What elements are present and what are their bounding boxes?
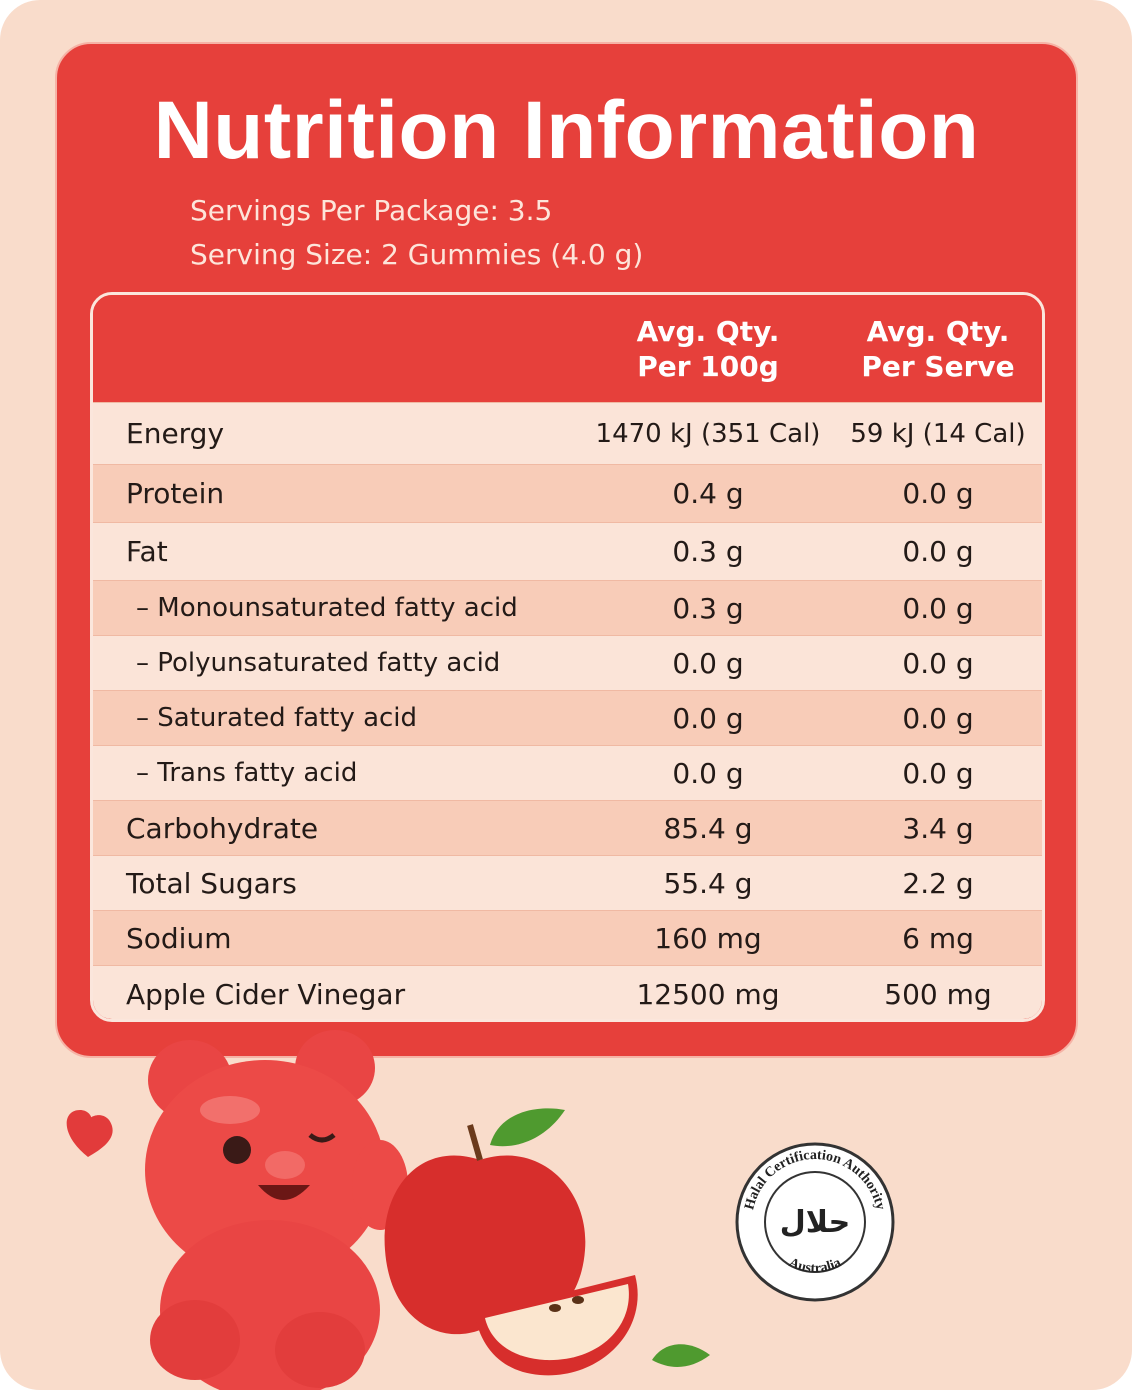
column-header: Avg. Qty. Per Serve: [861, 314, 1015, 383]
heart: [66, 1110, 113, 1157]
value-cell: 0.0 g: [672, 756, 744, 790]
value-cell: 3.4 g: [902, 811, 974, 845]
table-row: – Monounsaturated fatty acid 0.3 g 0.0 g: [93, 580, 1042, 635]
header-row: Avg. Qty. Per 100g Avg. Qty. Per Serve: [93, 295, 1042, 402]
value-cell: 500 mg: [884, 978, 992, 1011]
apple: [384, 1108, 710, 1376]
value-cell: 0.4 g: [672, 477, 744, 510]
table-row: – Polyunsaturated fatty acid 0.0 g 0.0 g: [93, 635, 1042, 690]
nutrient-label: Energy: [126, 417, 225, 450]
value-cell: 59 kJ (14 Cal): [850, 418, 1026, 449]
nutrient-label: Carbohydrate: [126, 811, 319, 845]
nutrient-label: Apple Cider Vinegar: [126, 978, 406, 1011]
badge-ring-bottom-text: Australia: [786, 1255, 843, 1276]
serving-size: Serving Size: 2 Gummies (4.0 g): [190, 238, 644, 271]
value-cell: 2.2 g: [902, 866, 974, 900]
table-row: – Trans fatty acid 0.0 g 0.0 g: [93, 745, 1042, 800]
table-row: Protein 0.4 g 0.0 g: [93, 464, 1042, 522]
column-header: Avg. Qty. Per 100g: [636, 314, 780, 383]
badge-ring-top-text: Halal Certification Authority: [742, 1148, 887, 1212]
nutrient-label: – Trans fatty acid: [136, 758, 358, 788]
badge-center: حلال: [780, 1205, 850, 1240]
nutrient-label: Fat: [126, 535, 168, 568]
value-cell: 0.0 g: [902, 477, 974, 510]
nutrition-table: Avg. Qty. Per 100g Avg. Qty. Per Serve Ene…: [90, 292, 1045, 1022]
halal-badge: Halal Certification Authority Australia …: [735, 1142, 895, 1302]
table-row: Energy 1470 kJ (351 Cal) 59 kJ (14 Cal): [93, 402, 1042, 464]
nutrient-label: Total Sugars: [126, 866, 297, 900]
table-row: Fat 0.3 g 0.0 g: [93, 522, 1042, 580]
value-cell: 0.0 g: [902, 646, 974, 680]
nutrient-label: Protein: [126, 477, 225, 510]
table-row: Carbohydrate 85.4 g 3.4 g: [93, 800, 1042, 855]
title: Nutrition Information: [153, 85, 980, 176]
value-cell: 160 mg: [654, 921, 762, 955]
badge-ring-top: Halal Certification Authority: [742, 1148, 887, 1212]
value-cell: 0.3 g: [672, 591, 744, 625]
value-cell: 85.4 g: [663, 811, 753, 845]
value-cell: 0.0 g: [672, 646, 744, 680]
value-cell: 6 mg: [902, 921, 974, 955]
nutrient-label: – Monounsaturated fatty acid: [136, 593, 518, 623]
value-cell: 1470 kJ (351 Cal): [595, 418, 821, 449]
table-row: Total Sugars 55.4 g 2.2 g: [93, 855, 1042, 910]
value-cell: 0.0 g: [902, 756, 974, 790]
table-row: Apple Cider Vinegar 12500 mg 500 mg: [93, 965, 1042, 1019]
gummy-bear: [145, 1030, 408, 1390]
nutrient-label: – Saturated fatty acid: [136, 703, 418, 733]
value-cell: 0.0 g: [902, 701, 974, 735]
servings-per-package: Servings Per Package: 3.5: [190, 194, 553, 227]
table-row: – Saturated fatty acid 0.0 g 0.0 g: [93, 690, 1042, 745]
value-cell: 0.0 g: [672, 701, 744, 735]
value-cell: 55.4 g: [663, 866, 753, 900]
value-cell: 0.3 g: [672, 535, 744, 568]
badge-ring-bottom: Australia: [786, 1255, 843, 1276]
nutrient-label: – Polyunsaturated fatty acid: [136, 648, 501, 678]
nutrition-card: Nutrition Information Servings Per Packa…: [55, 42, 1078, 1058]
value-cell: 0.0 g: [902, 535, 974, 568]
nutrient-label: Sodium: [126, 921, 232, 955]
table-row: Sodium 160 mg 6 mg: [93, 910, 1042, 965]
value-cell: 12500 mg: [636, 978, 780, 1011]
value-cell: 0.0 g: [902, 591, 974, 625]
